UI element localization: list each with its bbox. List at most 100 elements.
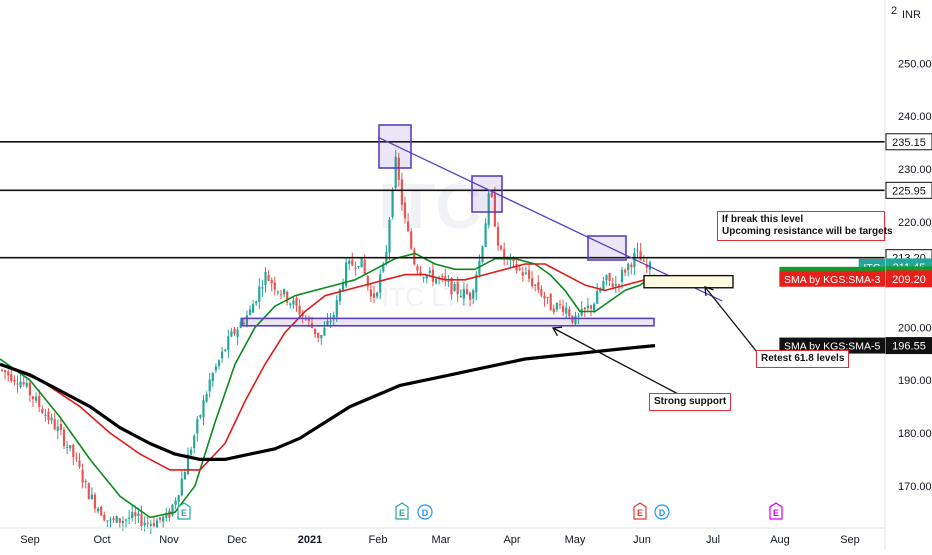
- candle-body: [196, 419, 199, 434]
- top-axis-label: 2: [891, 5, 897, 17]
- candle-body: [369, 289, 372, 297]
- event-marker-label: E: [773, 508, 779, 518]
- earnings-marker: [633, 502, 647, 520]
- candle-body: [605, 275, 608, 281]
- candle-body: [155, 520, 159, 528]
- candle-body: [239, 322, 242, 328]
- drawings: [0, 124, 885, 396]
- watermark: ITC ITC LTD: [378, 170, 481, 312]
- event-marker-label: E: [637, 508, 643, 518]
- candle-body: [428, 270, 431, 273]
- candle-body: [639, 251, 642, 261]
- candle-body: [230, 331, 233, 337]
- y-tick-label: 180.00: [898, 428, 932, 440]
- candle-body: [159, 517, 162, 520]
- candle-body: [543, 295, 546, 299]
- candle-body: [431, 269, 434, 282]
- candle-body: [490, 192, 493, 197]
- candle-body: [106, 520, 109, 522]
- dividend-marker: [654, 504, 670, 520]
- candle-body: [100, 507, 103, 516]
- candle-body: [103, 514, 106, 521]
- candle-body: [295, 298, 298, 306]
- candle-body: [270, 279, 273, 284]
- candle-body: [329, 320, 332, 323]
- candle-body: [456, 282, 459, 295]
- candle-body: [165, 512, 168, 519]
- candle-body: [72, 444, 75, 458]
- retest-arrow: [704, 286, 758, 353]
- candle-body: [4, 370, 7, 373]
- candle-body: [252, 304, 255, 313]
- candle-body: [403, 202, 407, 219]
- break-note-line-2: Upcoming resistance will be targets: [722, 226, 893, 237]
- sma-line: [0, 252, 656, 519]
- candle-body: [0, 369, 4, 371]
- candle-body: [183, 472, 186, 480]
- price-label-value: 235.15: [892, 137, 926, 149]
- candles: [0, 150, 651, 535]
- candle-body: [87, 483, 90, 500]
- candle-body: [134, 512, 137, 517]
- candle-body: [636, 249, 639, 251]
- candle-body: [444, 276, 447, 281]
- watermark-symbol: ITC: [378, 170, 481, 242]
- candle-body: [261, 287, 264, 289]
- candle-body: [447, 281, 450, 283]
- candle-body: [75, 457, 78, 459]
- candle-body: [481, 246, 484, 263]
- candle-body: [323, 327, 326, 336]
- candle-body: [208, 379, 211, 392]
- candle-body: [593, 303, 596, 311]
- candle-body: [515, 264, 518, 271]
- event-marker-label: D: [422, 508, 429, 518]
- y-tick-label: 220.00: [898, 217, 932, 229]
- candle-body: [193, 435, 196, 449]
- candle-body: [465, 289, 469, 295]
- earnings-marker: [769, 502, 783, 520]
- price-tag-label: SMA by KGS:SMA-5: [784, 341, 880, 353]
- candle-body: [236, 329, 239, 337]
- candle-body: [180, 478, 183, 496]
- candle-body: [562, 306, 565, 312]
- price-label-value: 196.55: [892, 341, 926, 353]
- candle-body: [56, 426, 59, 431]
- candle-body: [537, 282, 540, 290]
- candle-body: [391, 190, 394, 217]
- candle-body: [41, 409, 44, 414]
- candle-body: [552, 308, 555, 313]
- candle-body: [314, 328, 317, 335]
- candle-body: [118, 518, 121, 523]
- watermark-name: ITC LTD: [382, 282, 478, 312]
- candle-body: [633, 252, 636, 268]
- x-tick-label: Mar: [432, 534, 451, 546]
- candle-body: [69, 445, 72, 449]
- candle-body: [221, 351, 224, 359]
- price-label-box: [885, 337, 932, 355]
- candle-body: [50, 417, 53, 421]
- price-label-value: 209.20: [892, 274, 926, 286]
- candle-body: [149, 524, 152, 526]
- candle-body: [332, 314, 335, 319]
- candle-body: [500, 246, 503, 250]
- candle-body: [611, 283, 614, 287]
- candle-body: [351, 259, 354, 266]
- candle-body: [596, 291, 599, 304]
- candle-body: [109, 519, 112, 521]
- candle-body: [28, 382, 31, 396]
- candle-body: [13, 379, 16, 382]
- y-tick-label: 190.00: [898, 375, 932, 387]
- candle-body: [419, 271, 422, 275]
- candle-body: [59, 423, 62, 430]
- candle-body: [245, 315, 248, 326]
- x-tick-label: Oct: [93, 534, 110, 546]
- candle-body: [10, 374, 13, 381]
- candle-body: [47, 411, 50, 420]
- candle-body: [143, 522, 146, 525]
- candle-body: [577, 315, 580, 317]
- candle-body: [264, 271, 267, 286]
- dividend-marker: [417, 504, 433, 520]
- candle-body: [35, 396, 38, 401]
